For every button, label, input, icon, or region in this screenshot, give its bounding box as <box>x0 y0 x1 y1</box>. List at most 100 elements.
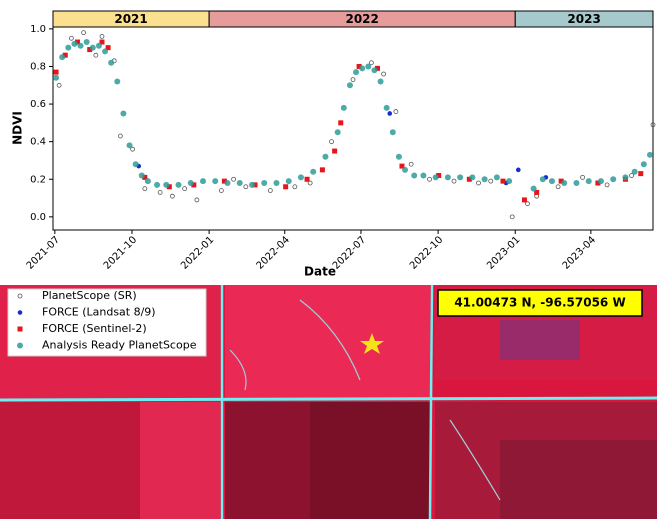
marker <box>224 180 231 187</box>
marker <box>144 178 151 185</box>
marker <box>521 197 527 203</box>
marker <box>393 109 399 114</box>
marker <box>297 174 304 181</box>
marker <box>191 182 197 188</box>
marker <box>53 74 60 81</box>
marker <box>68 35 74 41</box>
marker <box>340 104 347 111</box>
marker <box>53 69 59 75</box>
x-tick-label: 2021-07 <box>25 234 62 271</box>
marker <box>457 174 464 181</box>
marker <box>509 214 515 220</box>
marker <box>194 197 200 203</box>
marker <box>539 176 546 183</box>
marker <box>432 174 439 181</box>
marker <box>166 184 172 190</box>
marker <box>356 63 362 69</box>
x-tick-label: 2021-10 <box>102 234 139 271</box>
marker <box>285 178 292 185</box>
marker <box>212 178 219 185</box>
marker <box>500 178 506 184</box>
marker <box>182 186 188 192</box>
marker <box>334 129 341 136</box>
marker <box>261 180 268 187</box>
marker <box>95 42 102 49</box>
marker <box>580 174 585 180</box>
x-tick-label: 2023-04 <box>561 234 598 271</box>
marker <box>231 176 237 182</box>
marker <box>304 176 310 182</box>
marker <box>629 173 634 178</box>
marker <box>74 39 80 45</box>
marker <box>218 188 224 193</box>
x-tick-label: 2022-04 <box>255 234 292 271</box>
marker <box>350 77 356 83</box>
marker <box>408 161 414 167</box>
marker <box>83 39 90 46</box>
marker <box>469 174 476 181</box>
marker <box>105 45 111 51</box>
y-tick-label: 0.8 <box>30 61 46 72</box>
marker <box>451 178 457 184</box>
marker <box>506 178 513 185</box>
marker <box>117 133 123 139</box>
marker <box>17 342 23 349</box>
marker <box>525 201 530 207</box>
marker <box>595 180 601 186</box>
x-tick-label: 2022-07 <box>331 234 368 271</box>
marker <box>387 111 393 116</box>
y-tick-label: 0.0 <box>30 212 46 223</box>
marker <box>332 148 338 154</box>
marker <box>132 161 139 168</box>
marker <box>420 172 427 179</box>
marker <box>77 42 84 49</box>
marker <box>555 184 561 190</box>
x-tick-label: 2022-10 <box>408 234 445 271</box>
y-tick-label: 1.0 <box>30 24 46 35</box>
marker <box>252 182 258 188</box>
marker <box>488 178 494 184</box>
marker <box>353 69 360 76</box>
marker <box>548 178 555 185</box>
marker <box>93 52 99 58</box>
legend-label: FORCE (Sentinel-2) <box>42 322 147 335</box>
plot-frame <box>52 26 654 231</box>
marker <box>130 146 135 152</box>
marker <box>108 59 115 66</box>
y-tick-label: 0.6 <box>30 99 46 110</box>
marker <box>154 181 161 188</box>
marker <box>389 129 396 136</box>
x-axis-label: Date <box>304 265 336 279</box>
marker <box>399 163 405 169</box>
marker <box>622 174 629 181</box>
marker <box>631 168 638 175</box>
year-label: 2021 <box>114 12 147 26</box>
marker <box>17 310 23 315</box>
marker <box>99 33 105 39</box>
marker <box>56 82 62 88</box>
marker <box>138 172 145 179</box>
marker <box>322 153 329 160</box>
marker <box>383 104 390 111</box>
marker <box>516 167 521 173</box>
marker <box>120 110 127 117</box>
legend-label: Analysis Ready PlanetScope <box>42 339 197 352</box>
marker <box>175 181 182 188</box>
coordinates: 41.00473 N, -96.57056 W <box>454 296 625 310</box>
marker <box>359 65 366 72</box>
marker <box>243 184 249 190</box>
marker <box>221 178 227 184</box>
marker <box>346 82 353 89</box>
marker <box>169 193 175 199</box>
marker <box>381 71 387 77</box>
marker <box>427 176 432 182</box>
marker <box>17 326 23 332</box>
marker <box>402 166 409 173</box>
marker <box>604 182 610 188</box>
marker <box>329 139 334 145</box>
marker <box>493 174 500 181</box>
satellite-image: 41.00473 N, -96.57056 W <box>0 284 657 519</box>
marker <box>640 161 647 168</box>
marker <box>374 65 380 71</box>
marker <box>585 178 592 185</box>
